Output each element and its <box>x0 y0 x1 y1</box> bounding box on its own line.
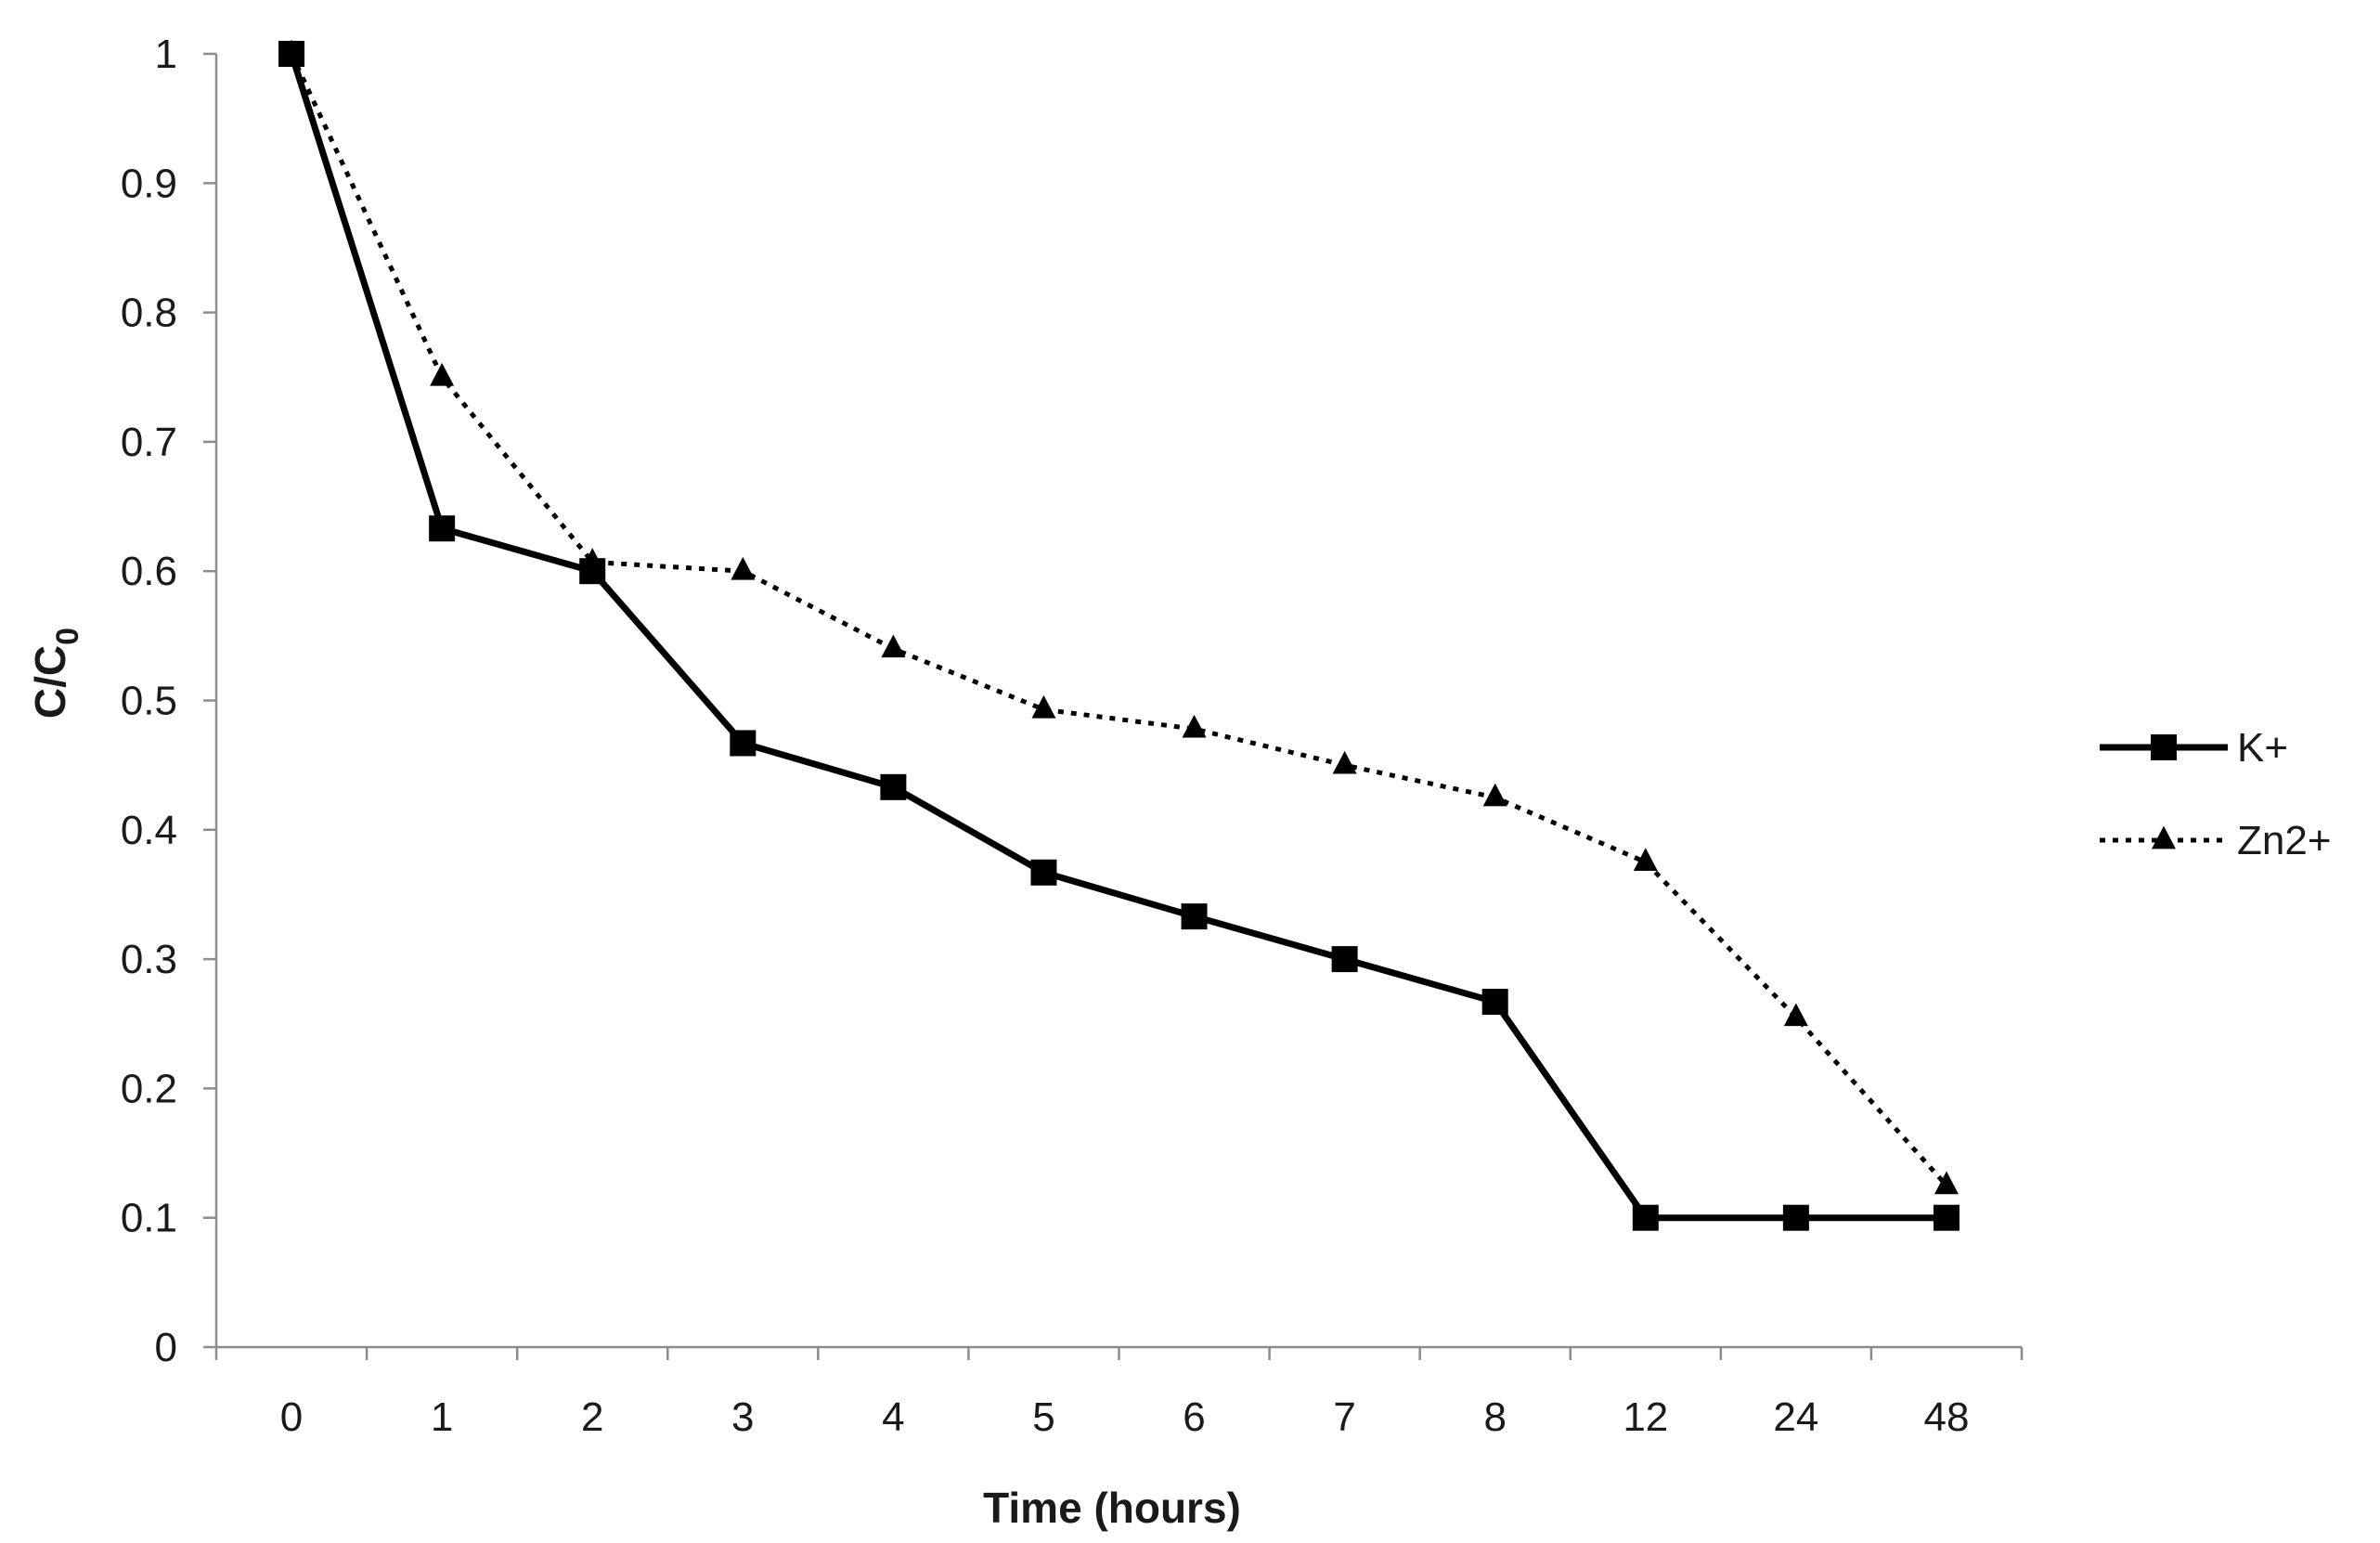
legend-entry-zn2: Zn2+ <box>2100 818 2332 863</box>
series-line-k <box>288 52 1947 1222</box>
legend-marker-zn2 <box>2152 825 2176 849</box>
y-tick-label: 0.3 <box>121 937 177 982</box>
data-point-k <box>429 515 456 542</box>
data-point-zn2 <box>1332 750 1357 774</box>
series-layer <box>278 39 1960 1231</box>
data-point-k <box>880 773 907 800</box>
data-point-zn2 <box>1633 848 1658 872</box>
data-point-zn2 <box>430 362 455 386</box>
legend-marker-k <box>2151 734 2177 760</box>
legend: K+ Zn2+ <box>2100 725 2332 863</box>
x-tick-label: 0 <box>280 1394 303 1440</box>
legend-entry-k: K+ <box>2100 725 2288 771</box>
x-tick-label: 4 <box>882 1394 904 1440</box>
data-point-zn2 <box>1934 1171 1959 1195</box>
data-point-k <box>1030 859 1057 886</box>
x-tick-label: 3 <box>731 1394 754 1440</box>
y-tick-label: 0.1 <box>121 1196 177 1241</box>
y-axis-title-main: C/C <box>26 645 74 719</box>
x-tick-label: 12 <box>1623 1394 1668 1440</box>
x-tick-label: 24 <box>1773 1394 1818 1440</box>
y-tick-label: 0.8 <box>121 291 177 336</box>
data-point-zn2 <box>1482 783 1507 807</box>
x-tick-label: 5 <box>1032 1394 1054 1440</box>
data-point-k <box>1481 989 1508 1016</box>
y-tick-label: 0.7 <box>121 420 177 465</box>
data-point-zn2 <box>731 556 756 580</box>
data-point-k <box>730 730 757 757</box>
x-tick-label: 7 <box>1333 1394 1355 1440</box>
data-point-zn2 <box>1182 714 1207 738</box>
x-tick-label: 48 <box>1923 1394 1969 1440</box>
data-point-zn2 <box>1783 1003 1808 1027</box>
data-point-k <box>1782 1204 1809 1231</box>
data-point-k <box>1933 1204 1960 1231</box>
axes-layer: 00.10.20.30.40.50.60.70.80.910 1 2 3 4 5 6 7 8 12… <box>121 32 2024 1440</box>
data-point-zn2 <box>1031 694 1056 719</box>
data-point-zn2 <box>580 548 605 571</box>
x-tick-label: 1 <box>431 1394 453 1440</box>
y-axis-title-subscript: 0 <box>50 628 85 645</box>
x-tick-label: 2 <box>581 1394 603 1440</box>
data-point-zn2 <box>881 634 906 658</box>
series-k <box>278 41 1960 1231</box>
x-axis-title: Time (hours) <box>983 1484 1241 1532</box>
legend-label-zn2: Zn2+ <box>2237 818 2332 863</box>
series-line-zn2 <box>289 52 1948 1187</box>
labels-layer: Time (hours) C/C0 <box>26 628 1241 1532</box>
y-tick-label: 0.5 <box>121 679 177 724</box>
y-tick-label: 0 <box>155 1325 177 1370</box>
y-tick-label: 0.9 <box>121 161 177 206</box>
x-tick-label: 8 <box>1483 1394 1506 1440</box>
data-point-k <box>1632 1204 1659 1231</box>
y-tick-label: 0.2 <box>121 1066 177 1111</box>
data-point-zn2 <box>279 39 304 63</box>
y-axis-title: C/C0 <box>26 628 85 719</box>
series-zn2 <box>279 39 1959 1195</box>
legend-label-k: K+ <box>2237 725 2288 771</box>
data-point-k <box>1331 946 1358 973</box>
x-tick-label: 6 <box>1183 1394 1205 1440</box>
y-tick-label: 1 <box>155 32 177 77</box>
y-tick-label: 0.6 <box>121 549 177 594</box>
y-tick-label: 0.4 <box>121 808 177 853</box>
data-point-k <box>1181 903 1208 930</box>
